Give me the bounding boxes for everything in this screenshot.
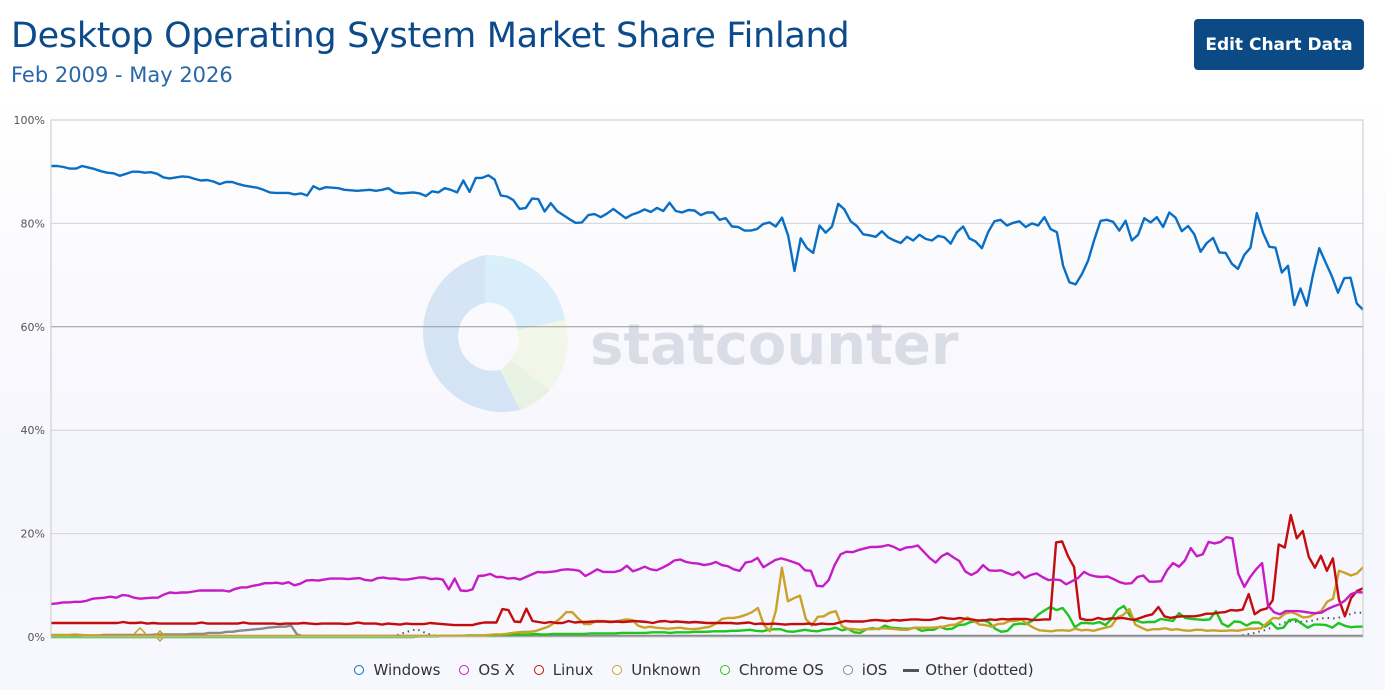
y-tick-label: 60%	[21, 321, 45, 334]
y-tick-label: 20%	[21, 528, 45, 541]
chart-subtitle: Feb 2009 - May 2026	[11, 63, 233, 87]
legend-item-ios[interactable]: iOS	[840, 661, 888, 679]
data-point-marker	[153, 629, 167, 643]
legend-item-unknown[interactable]: Unknown	[609, 661, 701, 679]
legend-label: Linux	[552, 661, 594, 679]
legend-label: Windows	[373, 661, 441, 679]
legend-circle-icon	[351, 664, 367, 676]
legend-item-linux[interactable]: Linux	[531, 661, 593, 679]
legend-label: OS X	[478, 661, 515, 679]
series-line-ios[interactable]	[51, 624, 1363, 638]
y-axis-ticks: 0% 20% 40% 60% 80% 100%	[14, 114, 45, 644]
legend-label: iOS	[861, 661, 888, 679]
chart-title: Desktop Operating System Market Share Fi…	[11, 16, 850, 56]
gridlines	[51, 119, 1363, 638]
legend-circle-icon	[531, 664, 547, 676]
legend-item-chrome-os[interactable]: Chrome OS	[717, 661, 824, 679]
y-tick-label: 80%	[21, 217, 45, 230]
legend-item-windows[interactable]: Windows	[351, 661, 440, 679]
legend-circle-icon	[840, 664, 856, 676]
legend-circle-icon	[609, 664, 625, 676]
legend-line-icon	[903, 664, 920, 676]
legend-label: Chrome OS	[738, 661, 824, 679]
legend-item-os-x[interactable]: OS X	[456, 661, 515, 679]
legend-label: Unknown	[631, 661, 701, 679]
statcounter-watermark: statcounter	[423, 254, 959, 412]
legend-circle-icon	[717, 664, 733, 676]
data-point-marker	[133, 626, 147, 640]
plot-border	[50, 119, 1364, 638]
chart-legend: Windows OS X Linux Unknown Chrome OS iOS Other…	[0, 658, 1385, 682]
watermark-text: statcounter	[590, 313, 959, 378]
y-tick-label: 100%	[14, 114, 45, 127]
series-line-linux[interactable]	[51, 513, 1364, 627]
statcounter-logo-icon	[423, 254, 568, 412]
legend-label: Other (dotted)	[925, 661, 1034, 679]
edit-chart-data-button[interactable]: Edit Chart Data	[1194, 19, 1364, 70]
series-line-os-x[interactable]	[50, 536, 1364, 616]
series-line-chrome-os[interactable]	[51, 604, 1363, 639]
series-lines	[50, 164, 1364, 643]
legend-circle-icon	[456, 664, 472, 676]
series-line-unknown[interactable]	[51, 566, 1364, 638]
y-tick-label: 40%	[21, 424, 45, 437]
y-tick-label: 0%	[28, 631, 45, 644]
chart-header: Desktop Operating System Market Share Fi…	[0, 0, 1385, 100]
legend-item-other-dotted[interactable]: Other (dotted)	[903, 661, 1034, 679]
series-line-windows[interactable]	[51, 164, 1364, 311]
